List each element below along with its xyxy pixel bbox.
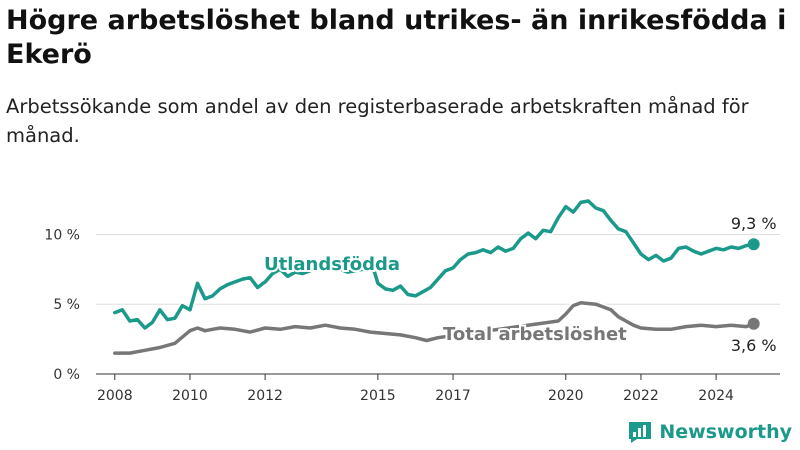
x-tick-label: 2024 [698,388,734,404]
x-tick-label: 2022 [623,388,659,404]
chart-subtitle: Arbetssökande som andel av den registerb… [6,95,749,147]
x-tick-label: 2012 [247,388,283,404]
series-line-halo [111,197,758,332]
series-end-point [747,238,760,251]
brand-logo: Newsworthy [627,420,792,444]
series-line [113,199,756,330]
series-label: Utlandsfödda [264,254,400,275]
data-label: 3,6 % [731,336,777,355]
series-label: Total arbetslöshet [443,324,627,345]
x-tick-label: 2010 [172,388,208,404]
x-tick-label: 2017 [435,388,471,404]
y-tick-label: 0 % [53,367,80,383]
series-line [113,301,756,355]
y-tick-label: 10 % [44,227,80,243]
x-tick-label: 2020 [548,388,584,404]
brand-name: Newsworthy [659,421,792,443]
series-end-point [747,317,760,330]
x-tick-label: 2015 [360,388,396,404]
chart-title: Högre arbetslöshet bland utrikes- än inr… [6,5,787,70]
y-tick-label: 5 % [53,297,80,313]
data-label: 9,3 % [731,214,777,233]
x-tick-label: 2008 [97,388,133,404]
newsworthy-logo-icon [629,422,652,443]
